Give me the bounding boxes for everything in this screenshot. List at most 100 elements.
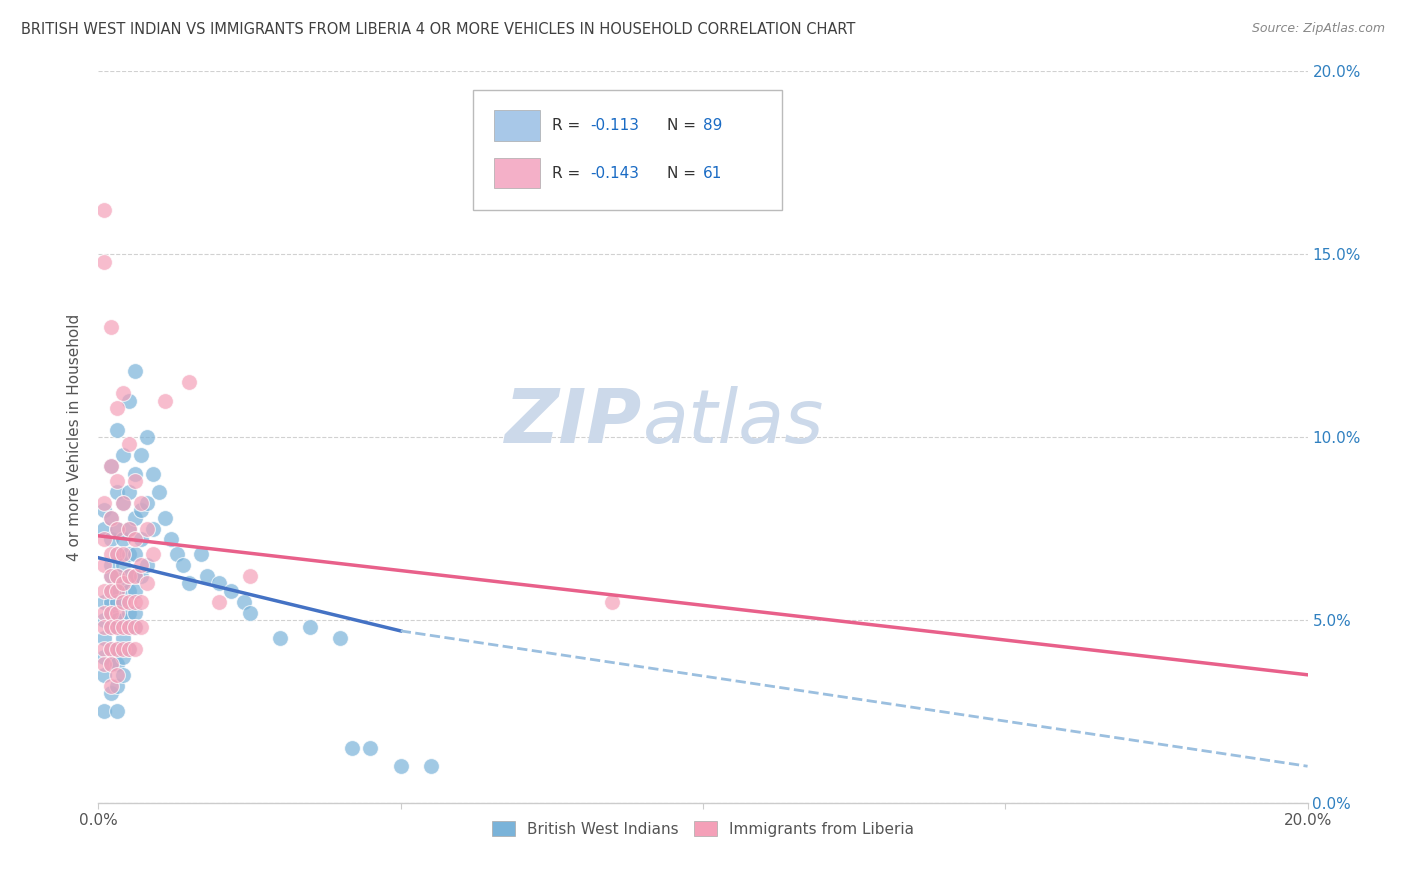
Point <box>124 620 146 634</box>
Point <box>124 606 146 620</box>
Text: 61: 61 <box>703 166 723 181</box>
Point <box>179 375 201 389</box>
Point <box>129 594 152 608</box>
Point <box>329 632 352 646</box>
Point <box>111 613 134 627</box>
Text: -0.113: -0.113 <box>591 118 640 133</box>
Point <box>142 547 165 561</box>
Point <box>105 569 128 583</box>
Point <box>118 569 141 583</box>
Point <box>111 620 134 634</box>
Point <box>111 386 134 401</box>
Point <box>124 583 146 598</box>
Point <box>269 632 291 646</box>
Point <box>602 594 624 608</box>
Point <box>124 594 146 608</box>
Point <box>93 558 115 573</box>
Point <box>118 393 141 408</box>
Point <box>129 496 152 510</box>
Point <box>118 437 141 451</box>
Point <box>118 620 141 634</box>
Point <box>239 606 262 620</box>
Point <box>129 533 152 547</box>
Point <box>124 620 146 634</box>
Point <box>100 569 122 583</box>
Point <box>135 521 157 535</box>
Point <box>105 583 128 598</box>
Point <box>100 558 122 573</box>
Point <box>111 576 134 591</box>
Point <box>100 533 122 547</box>
Point <box>124 467 146 481</box>
Point <box>111 594 134 608</box>
Point <box>111 558 134 573</box>
Point <box>142 521 165 535</box>
Point <box>100 569 122 583</box>
Point <box>105 667 128 681</box>
Point <box>100 620 122 634</box>
Point <box>93 503 115 517</box>
Point <box>389 759 412 773</box>
Point <box>208 576 231 591</box>
Point <box>190 547 212 561</box>
Point <box>118 485 141 500</box>
Point <box>124 547 146 561</box>
Point <box>124 533 146 547</box>
Point <box>195 569 218 583</box>
Point <box>100 510 122 524</box>
Point <box>93 521 115 535</box>
Point <box>105 569 128 583</box>
Point <box>105 642 128 657</box>
Point <box>299 620 322 634</box>
Point <box>105 485 128 500</box>
Point <box>111 496 134 510</box>
Point <box>221 583 243 598</box>
Point <box>105 642 128 657</box>
Point <box>118 569 141 583</box>
Point <box>111 533 134 547</box>
Point <box>105 613 128 627</box>
Point <box>93 533 115 547</box>
Point <box>148 485 170 500</box>
Point <box>105 423 128 437</box>
Point <box>124 569 146 583</box>
Point <box>124 474 146 488</box>
Point <box>93 606 115 620</box>
Point <box>129 558 152 573</box>
Point <box>100 594 122 608</box>
Point <box>105 401 128 415</box>
Point <box>129 620 152 634</box>
Point <box>105 547 128 561</box>
Point <box>105 657 128 671</box>
Point <box>239 569 262 583</box>
Text: 89: 89 <box>703 118 723 133</box>
Point <box>420 759 443 773</box>
Point <box>100 606 122 620</box>
Point <box>105 474 128 488</box>
Point <box>118 642 141 657</box>
Point <box>118 521 141 535</box>
Point <box>179 576 201 591</box>
Bar <box>494 110 540 141</box>
Point <box>111 576 134 591</box>
Point <box>105 594 128 608</box>
Text: Source: ZipAtlas.com: Source: ZipAtlas.com <box>1251 22 1385 36</box>
Point <box>105 620 128 634</box>
Point <box>135 576 157 591</box>
Point <box>100 320 122 334</box>
Point <box>111 632 134 646</box>
Point <box>111 649 134 664</box>
Point <box>153 510 176 524</box>
Point <box>100 657 122 671</box>
Point <box>124 569 146 583</box>
Point <box>111 496 134 510</box>
Point <box>124 510 146 524</box>
Point <box>111 547 134 561</box>
Point <box>160 533 183 547</box>
Point <box>100 642 122 657</box>
Point <box>166 547 188 561</box>
Y-axis label: 4 or more Vehicles in Household: 4 or more Vehicles in Household <box>67 313 83 561</box>
Point <box>100 547 122 561</box>
Text: ZIP: ZIP <box>505 386 643 459</box>
Point <box>232 594 254 608</box>
